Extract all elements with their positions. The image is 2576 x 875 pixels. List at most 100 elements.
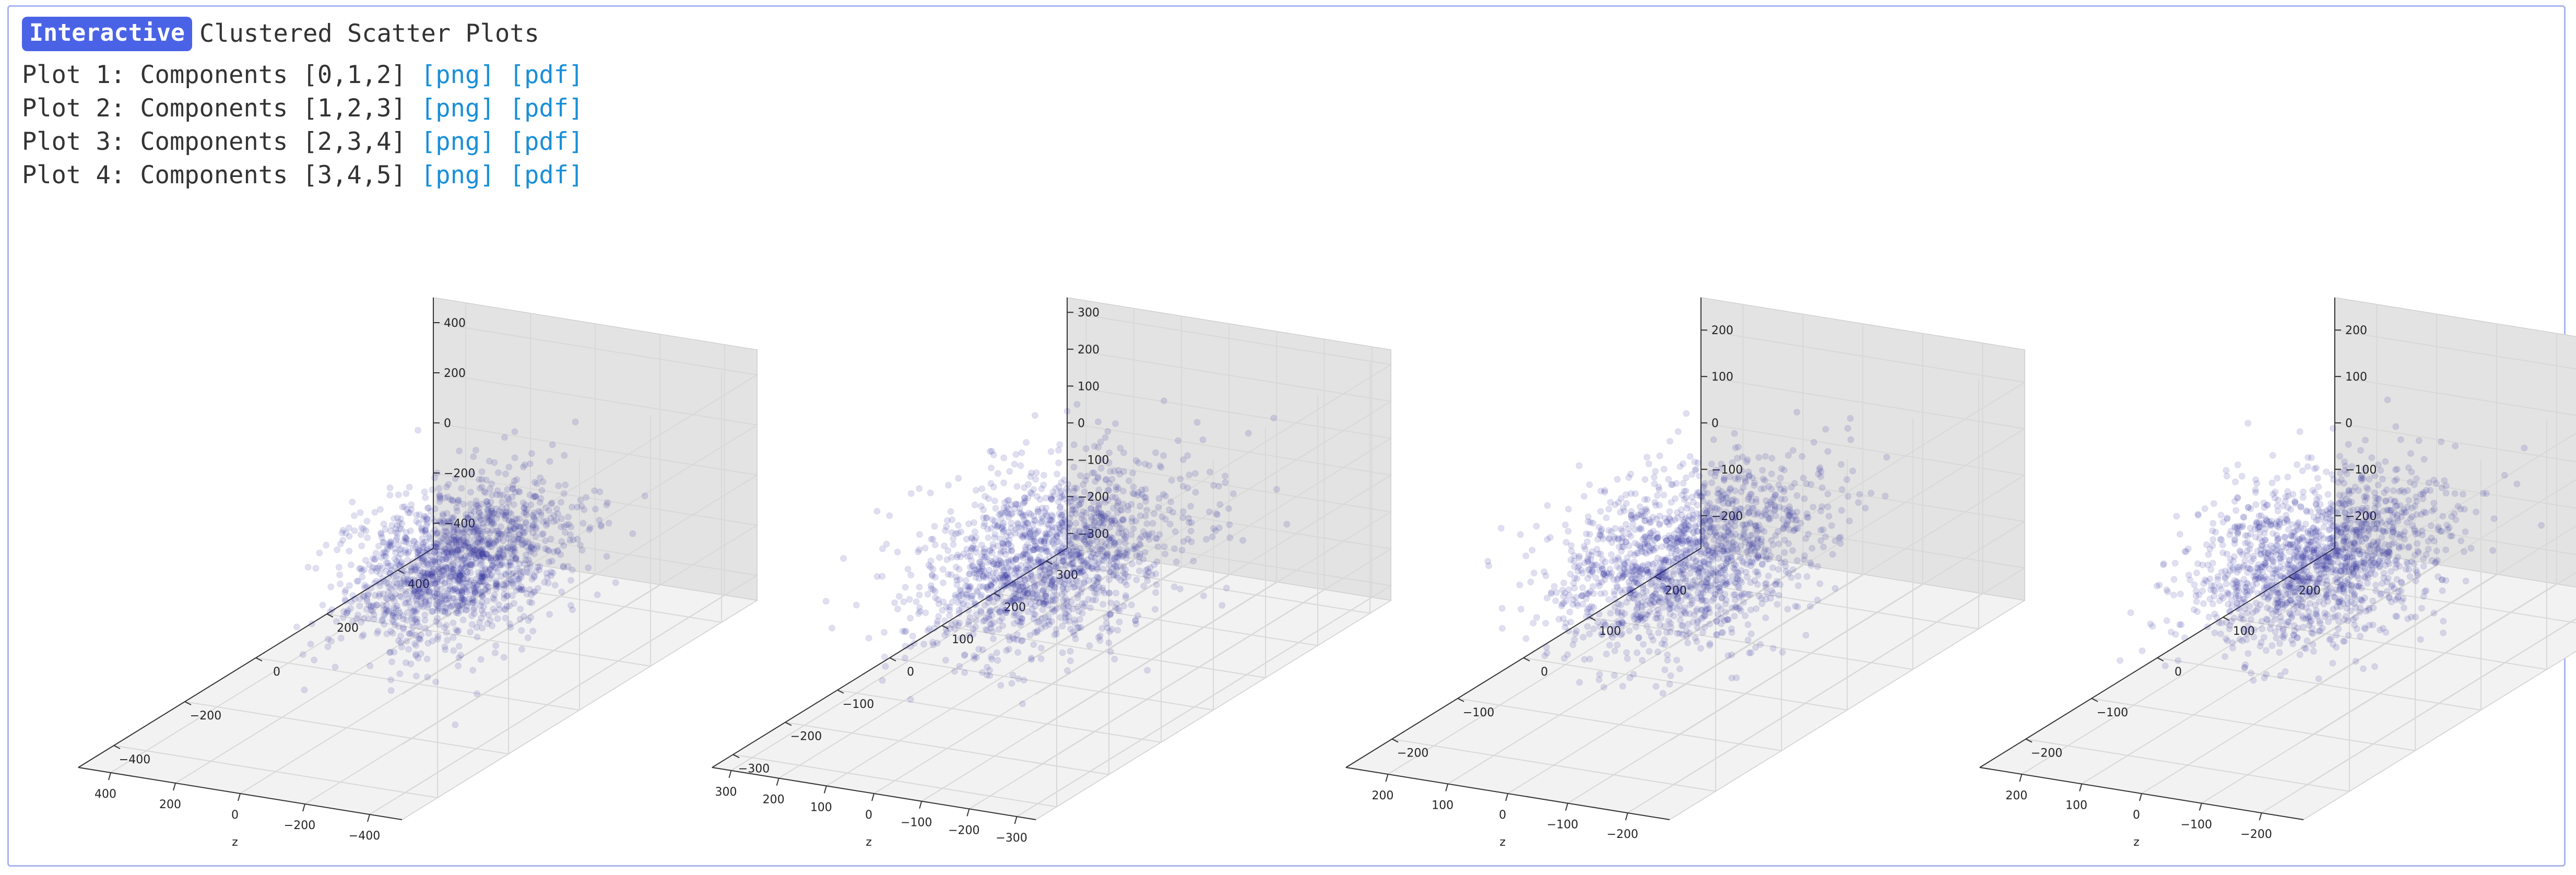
scatter-plot-3d[interactable]: −200−1000100200z−200−1000100200−200−1000… [1330, 219, 2026, 872]
scatter-point [353, 577, 361, 585]
scatter-point [984, 559, 991, 566]
scatter-point [1091, 558, 1098, 565]
scatter-point [438, 599, 445, 606]
scatter-point [955, 475, 962, 482]
scatter-point [973, 654, 980, 661]
scatter-point [450, 647, 457, 654]
scatter-point [472, 498, 480, 504]
scatter-point [1616, 565, 1623, 572]
scatter-point [1180, 538, 1187, 545]
scatter-point [389, 617, 396, 624]
scatter-point [1104, 428, 1112, 435]
scatter-point [1576, 554, 1583, 561]
scatter-point [1070, 464, 1078, 471]
scatter-point [1746, 559, 1754, 566]
scatter-point [629, 530, 636, 537]
scatter-point [1656, 521, 1663, 528]
grid-line [1447, 314, 1804, 785]
grid-line [1387, 304, 1744, 775]
scatter-point [1038, 615, 1045, 622]
png-link[interactable]: [png] [421, 61, 495, 89]
scatter-point [470, 518, 477, 525]
scatter-point [478, 614, 485, 622]
scatter-plot-3d[interactable]: −200−1000100200z−200−1000100200−200−1000… [1964, 219, 2576, 872]
scatter-point [489, 491, 495, 499]
scatter-point [901, 628, 908, 635]
scatter-point [1794, 582, 1802, 589]
scatter-plot-3d[interactable]: −300−200−1000100200300z−300−200−10001002… [696, 219, 1392, 872]
scatter-point [494, 487, 501, 494]
scatter-point [511, 548, 518, 555]
scatter-point [1611, 604, 1618, 611]
grid-line [1669, 422, 2026, 695]
scatter-point [1091, 519, 1098, 526]
scatter-point [316, 549, 323, 557]
scatter-point [397, 583, 404, 590]
scatter-point [375, 593, 383, 600]
scatter-point [1067, 498, 1074, 505]
scatter-point [1661, 666, 1669, 673]
png-link[interactable]: [png] [421, 161, 495, 190]
scatter-point [512, 516, 518, 523]
scatter-point [1041, 576, 1048, 583]
scatter-point [368, 603, 375, 610]
scatter-point [560, 562, 567, 570]
scatter-point [520, 586, 527, 593]
scatter-point [1762, 614, 1769, 621]
scatter-point [1657, 621, 1663, 629]
scatter-point [1781, 549, 1788, 556]
scatter-point [411, 566, 419, 573]
scatter-point [1093, 579, 1101, 586]
scatter-point [478, 578, 485, 585]
scatter-point [506, 602, 513, 609]
pdf-link[interactable]: [pdf] [509, 127, 584, 156]
scatter-point [307, 641, 314, 648]
scatter-point [1794, 525, 1801, 532]
scatter-point [2467, 545, 2475, 552]
scatter-point [1000, 548, 1007, 555]
scatter-point [1818, 484, 1826, 491]
scatter-point [1026, 557, 1033, 564]
scatter-point [1639, 582, 1647, 589]
scatter-point [415, 427, 422, 434]
scatter-point [1069, 555, 1076, 562]
scatter-point [518, 541, 526, 548]
scatter-point [534, 480, 541, 487]
scatter-point [979, 618, 987, 625]
scatter-point [546, 559, 552, 565]
scatter-point [1012, 501, 1020, 507]
scatter-point [853, 601, 860, 609]
scatter-point [1046, 530, 1053, 537]
scatter-plot-3d[interactable]: −400−2000200400z−400−2000200400−400−2000… [63, 219, 759, 872]
pdf-link[interactable]: [pdf] [509, 61, 584, 89]
scatter-point [514, 538, 521, 545]
scatter-point [474, 530, 481, 538]
scatter-point [1015, 589, 1022, 596]
scatter-point [1117, 506, 1124, 514]
scatter-point [1600, 683, 1608, 691]
scatter-point [1694, 566, 1701, 574]
png-link[interactable]: [png] [421, 127, 495, 156]
scatter-point [457, 652, 464, 659]
scatter-point [1037, 519, 1044, 527]
pdf-link[interactable]: [pdf] [509, 161, 584, 190]
scatter-point [455, 575, 462, 583]
scatter-point [404, 580, 411, 587]
scatter-point [451, 537, 458, 545]
scatter-point [479, 570, 486, 577]
scatter-point [1021, 587, 1028, 594]
scatter-point [407, 604, 414, 611]
scatter-point [1019, 583, 1026, 590]
scatter-point [466, 543, 473, 551]
png-link[interactable]: [png] [421, 94, 495, 123]
scatter-point [2439, 587, 2446, 594]
pdf-link[interactable]: [pdf] [509, 94, 584, 123]
scatter-point [1141, 549, 1149, 556]
scatter-point [1000, 519, 1007, 527]
scatter-point [462, 560, 469, 567]
scatter-point [1036, 567, 1044, 575]
scatter-point [493, 555, 500, 562]
scatter-point [1200, 592, 1207, 599]
scatter-point [512, 489, 519, 496]
scatter-point [447, 532, 454, 539]
